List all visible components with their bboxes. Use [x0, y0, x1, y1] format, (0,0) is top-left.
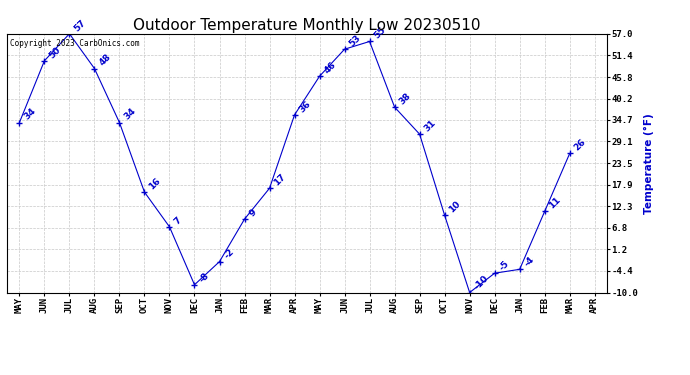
Text: -8: -8	[197, 271, 210, 284]
Text: 7: 7	[172, 215, 183, 226]
Text: 10: 10	[447, 200, 462, 214]
Text: 48: 48	[97, 53, 112, 68]
Text: 53: 53	[347, 33, 362, 48]
Y-axis label: Temperature (°F): Temperature (°F)	[644, 113, 654, 213]
Text: 9: 9	[247, 207, 258, 218]
Text: 26: 26	[573, 138, 588, 153]
Text: 31: 31	[422, 118, 437, 134]
Text: 36: 36	[297, 99, 313, 114]
Text: 16: 16	[147, 176, 162, 191]
Text: 55: 55	[373, 26, 388, 41]
Title: Outdoor Temperature Monthly Low 20230510: Outdoor Temperature Monthly Low 20230510	[133, 18, 481, 33]
Text: 46: 46	[322, 60, 337, 75]
Text: -4: -4	[522, 255, 536, 268]
Text: 34: 34	[22, 106, 37, 122]
Text: 34: 34	[122, 106, 137, 122]
Text: 17: 17	[273, 172, 288, 188]
Text: Copyright 2023 CarbOnics.com: Copyright 2023 CarbOnics.com	[10, 39, 139, 48]
Text: -2: -2	[222, 248, 236, 261]
Text: 57: 57	[72, 18, 88, 33]
Text: -10: -10	[473, 274, 490, 292]
Text: 11: 11	[547, 195, 562, 211]
Text: 38: 38	[397, 91, 413, 106]
Text: 50: 50	[47, 45, 62, 60]
Text: -5: -5	[497, 259, 511, 272]
